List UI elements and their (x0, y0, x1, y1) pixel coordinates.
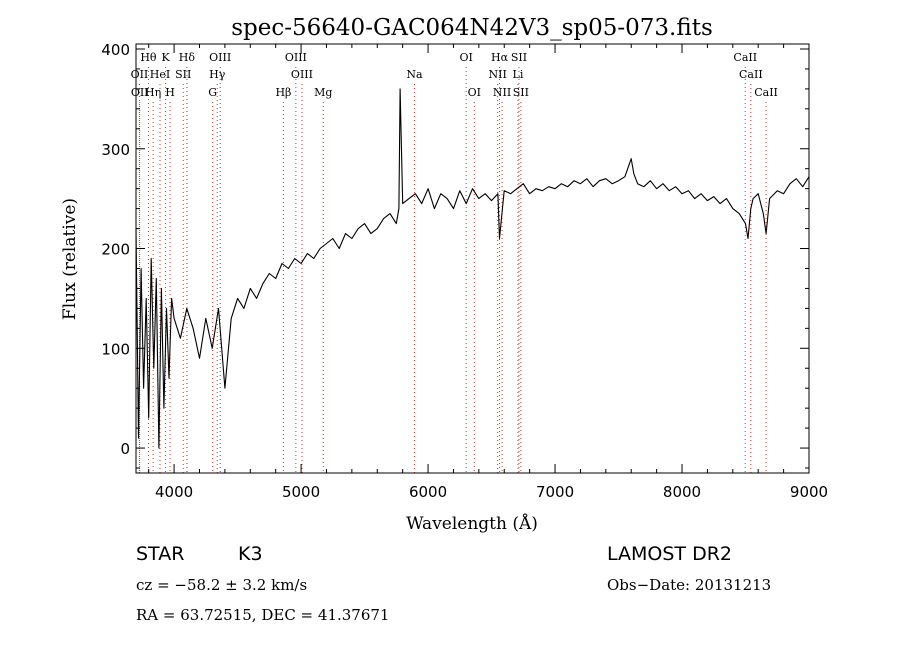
redshift-velocity: cz = −58.2 ± 3.2 km/s (136, 576, 307, 594)
line-label-6: Hα (491, 51, 509, 64)
x-axis-label: Wavelength (Å) (406, 513, 538, 534)
line-label-24: OI (468, 86, 481, 99)
line-label-18: OII (131, 86, 149, 99)
line-label-0: Hθ (140, 51, 157, 64)
line-label-7: SII (511, 51, 527, 64)
x-tick-label-4: 8000 (663, 483, 701, 501)
line-label-21: G (208, 86, 217, 99)
x-tick-label-0: 4000 (155, 483, 193, 501)
observation-date: Obs−Date: 20131213 (607, 576, 771, 594)
line-label-27: CaII (754, 86, 778, 99)
line-label-10: HeI (150, 68, 170, 81)
line-label-26: SII (513, 86, 529, 99)
spectrum-series (135, 88, 810, 449)
line-label-11: SII (175, 68, 191, 81)
plot-frame (135, 43, 810, 474)
line-label-8: CaII (733, 51, 757, 64)
y-axis-label: Flux (relative) (60, 198, 80, 320)
line-label-14: Na (406, 68, 423, 81)
x-tick-label-3: 7000 (536, 483, 574, 501)
y-tick-label-0: 0 (120, 440, 130, 458)
x-tick-label-5: 9000 (790, 483, 828, 501)
sky-coordinates: RA = 63.72515, DEC = 41.37671 (136, 606, 389, 624)
x-tick-label-2: 6000 (409, 483, 447, 501)
line-label-4: OIII (285, 51, 307, 64)
line-label-23: Mg (314, 86, 332, 99)
y-tick-label-1: 100 (101, 340, 130, 358)
line-label-5: OI (459, 51, 472, 64)
line-label-16: Li (513, 68, 524, 81)
line-label-2: Hδ (179, 51, 196, 64)
line-label-3: OIII (209, 51, 231, 64)
line-label-19: Hη (145, 86, 161, 99)
x-tick-label-1: 5000 (282, 483, 320, 501)
axis-tick-labels: 4000 5000 6000 7000 8000 9000 0 100 200 300 400 (101, 41, 828, 501)
spectral-line-markers (138, 67, 767, 473)
line-label-1: K (161, 51, 170, 64)
line-label-22: Hβ (275, 86, 291, 99)
line-label-25: NII (493, 86, 511, 99)
line-label-12: Hγ (209, 68, 226, 81)
axis-ticks (136, 44, 810, 473)
object-subclass: K3 (238, 543, 263, 565)
y-tick-label-4: 400 (101, 41, 130, 59)
spectrum-line-0 (135, 88, 810, 449)
line-label-15: NII (488, 68, 506, 81)
y-tick-label-2: 200 (101, 241, 130, 259)
line-label-17: CaII (739, 68, 763, 81)
chart-title: spec-56640-GAC064N42V3_sp05-073.fits (231, 15, 713, 41)
line-label-20: H (165, 86, 175, 99)
line-label-9: OII (131, 68, 149, 81)
line-label-13: OIII (291, 68, 313, 81)
survey-name: LAMOST DR2 (607, 543, 732, 565)
object-class: STAR (136, 543, 184, 565)
y-tick-label-3: 300 (101, 141, 130, 159)
